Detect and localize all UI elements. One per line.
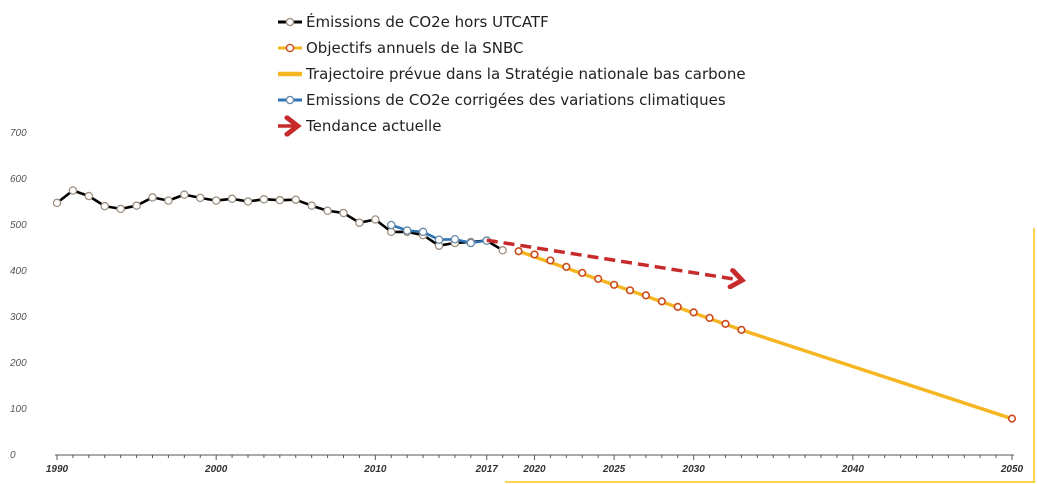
y-tick-label: 200: [9, 358, 27, 369]
y-tick-label: 300: [10, 312, 27, 323]
data-point-emissions-de-co2e-hors-utcatf: [243, 197, 253, 206]
data-point-emissions-de-co2e-hors-utcatf: [180, 190, 189, 199]
x-tick-label: 2020: [522, 464, 546, 475]
data-point-emissions-de-co2e-hors-utcatf: [386, 227, 396, 237]
plot-area: [52, 186, 1017, 423]
legend-swatch-marker: [285, 17, 295, 27]
data-point-objectifs-annuels-de-la-snbc: [625, 286, 635, 295]
data-point-emissions-de-co2e-hors-utcatf: [132, 201, 141, 210]
data-point-emissions-de-co2e-hors-utcatf: [259, 194, 269, 204]
data-point-emissions-de-co2e-corrigees-des-variations-climatiques: [450, 235, 460, 244]
x-tick-label: 2017: [475, 464, 499, 475]
legend-entry-emissions-de-co2e-corrigees-des-variations-climatiques: Emissions de CO2e corrigées des variatio…: [278, 91, 726, 109]
data-point-objectifs-annuels-de-la-snbc: [578, 268, 587, 277]
y-tick-label: 400: [10, 266, 27, 277]
data-point-objectifs-annuels-de-la-snbc: [546, 256, 555, 265]
data-point-emissions-de-co2e-hors-utcatf: [291, 195, 300, 204]
x-tick-label: 2010: [363, 464, 387, 475]
data-point-emissions-de-co2e-corrigees-des-variations-climatiques: [418, 227, 428, 237]
x-tick-label: 2000: [204, 464, 228, 475]
chart-legend: Émissions de CO2e hors UTCATF Objectifs a…: [278, 12, 746, 135]
legend-label: Emissions de CO2e corrigées des variatio…: [306, 91, 726, 109]
data-point-objectifs-annuels-de-la-snbc: [594, 274, 603, 283]
data-point-emissions-de-co2e-hors-utcatf: [371, 215, 380, 224]
data-point-objectifs-annuels-de-la-snbc: [657, 297, 666, 306]
data-point-emissions-de-co2e-hors-utcatf: [339, 208, 348, 218]
legend-label: Émissions de CO2e hors UTCATF: [306, 12, 549, 31]
data-point-objectifs-annuels-de-la-snbc: [530, 250, 539, 259]
x-tick-label: 2030: [682, 464, 706, 475]
data-point-emissions-de-co2e-hors-utcatf: [164, 196, 173, 205]
x-axis: 1990 2000 2010 2017 2020 2025 2030 2040 2050: [46, 454, 1024, 475]
y-tick-label: 0: [10, 450, 16, 461]
y-tick-label: 100: [10, 404, 27, 415]
series-line-trajectoire-prevue-dans-la-strategie-nationale-bas-carbone: [518, 249, 1013, 421]
x-tick-label: 2050: [1000, 464, 1024, 475]
data-point-emissions-de-co2e-hors-utcatf: [323, 206, 332, 215]
data-point-emissions-de-co2e-hors-utcatf: [148, 193, 157, 202]
data-point-objectifs-annuels-de-la-snbc: [641, 291, 651, 300]
data-point-objectifs-annuels-de-la-snbc: [609, 280, 619, 289]
data-point-emissions-de-co2e-hors-utcatf: [227, 194, 237, 204]
data-point-objectifs-annuels-de-la-snbc: [721, 319, 730, 329]
data-point-emissions-de-co2e-hors-utcatf: [307, 201, 316, 210]
x-tick-label: 2040: [841, 464, 865, 475]
data-point-objectifs-annuels-de-la-snbc: [1007, 414, 1017, 423]
data-point-emissions-de-co2e-corrigees-des-variations-climatiques: [466, 238, 476, 248]
legend-entry-trajectoire-prevue-dans-la-strategie-nationale-bas-carbone: Trajectoire prévue dans la Stratégie nat…: [278, 65, 746, 83]
data-point-emissions-de-co2e-hors-utcatf: [355, 218, 364, 227]
legend-entry-objectifs-annuels-de-la-snbc: Objectifs annuels de la SNBC: [278, 39, 523, 57]
data-point-emissions-de-co2e-hors-utcatf: [100, 201, 110, 211]
data-point-emissions-de-co2e-hors-utcatf: [84, 191, 94, 201]
data-point-emissions-de-co2e-hors-utcatf: [275, 195, 285, 205]
data-point-objectifs-annuels-de-la-snbc: [673, 302, 682, 311]
legend-label: Objectifs annuels de la SNBC: [306, 39, 523, 57]
x-tick-label: 2025: [602, 464, 626, 475]
data-point-objectifs-annuels-de-la-snbc: [562, 262, 571, 271]
legend-swatch-marker: [285, 95, 295, 105]
y-tick-label: 600: [10, 174, 27, 185]
data-point-emissions-de-co2e-hors-utcatf: [195, 193, 205, 203]
data-point-emissions-de-co2e-hors-utcatf: [116, 204, 125, 214]
data-point-emissions-de-co2e-hors-utcatf: [498, 246, 507, 255]
data-point-emissions-de-co2e-corrigees-des-variations-climatiques: [402, 226, 412, 235]
legend-label: Trajectoire prévue dans la Stratégie nat…: [305, 65, 746, 83]
data-point-emissions-de-co2e-corrigees-des-variations-climatiques: [386, 220, 396, 230]
data-point-emissions-de-co2e-hors-utcatf: [68, 186, 78, 195]
trend-arrow-tendance-actuelle: [486, 238, 742, 280]
y-tick-label: 500: [10, 220, 27, 231]
y-tick-label: 700: [10, 128, 27, 139]
data-point-objectifs-annuels-de-la-snbc: [737, 325, 746, 334]
y-axis: 0 100 200 300 400 500 600 700: [9, 128, 27, 461]
data-point-objectifs-annuels-de-la-snbc: [514, 247, 523, 256]
legend-entry-emissions-de-co2e-hors-utcatf: Émissions de CO2e hors UTCATF: [278, 12, 549, 31]
legend-entry-tendance-actuelle: Tendance actuelle: [278, 117, 441, 135]
legend-label: Tendance actuelle: [305, 117, 441, 135]
data-point-emissions-de-co2e-corrigees-des-variations-climatiques: [434, 235, 444, 244]
data-point-objectifs-annuels-de-la-snbc: [705, 313, 714, 323]
legend-swatch-marker: [285, 43, 295, 53]
x-tick-label: 1990: [46, 464, 69, 475]
data-point-objectifs-annuels-de-la-snbc: [689, 308, 698, 317]
data-point-emissions-de-co2e-hors-utcatf: [211, 196, 221, 205]
data-point-emissions-de-co2e-hors-utcatf: [52, 198, 62, 208]
